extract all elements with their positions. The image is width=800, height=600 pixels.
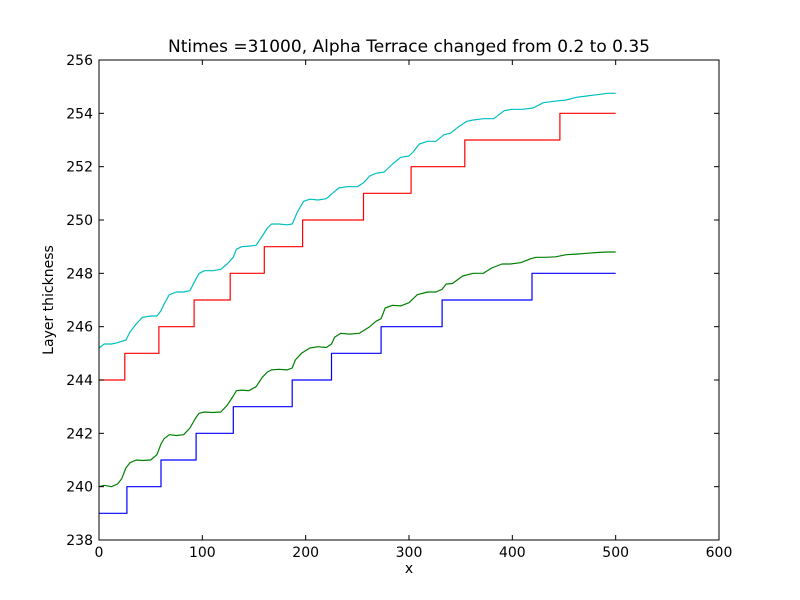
y-tick-label: 244 [66, 373, 93, 389]
y-tick-label: 250 [66, 213, 93, 229]
x-tick-label: 600 [706, 545, 733, 561]
y-tick-label: 254 [66, 106, 93, 122]
x-tick-label: 300 [396, 545, 423, 561]
y-tick-label: 246 [66, 320, 93, 336]
y-tick-label: 240 [66, 480, 93, 496]
series-line-4 [98, 92, 616, 349]
chart-title: Ntimes =31000, Alpha Terrace changed fro… [168, 37, 650, 57]
x-axis-label: x [405, 561, 413, 577]
x-tick-label: 400 [499, 545, 526, 561]
y-axis-label: Layer thickness [41, 245, 57, 355]
series-line-3 [99, 112, 616, 381]
y-tick-label: 248 [66, 266, 93, 282]
y-tick-label: 242 [66, 426, 93, 442]
y-tick-label: 238 [66, 533, 93, 549]
series-layer [98, 92, 616, 514]
y-tick-label: 252 [66, 160, 93, 176]
y-tick-label: 256 [66, 53, 93, 69]
x-tick-label: 200 [292, 545, 319, 561]
series-line-2 [98, 251, 616, 488]
series-line-1 [99, 272, 616, 514]
tick-layer: 0 100 200 300 400 500 600 238 240 242 244 246 248 250… [66, 53, 732, 561]
x-tick-label: 100 [189, 545, 216, 561]
x-tick-label: 500 [602, 545, 629, 561]
x-tick-label: 0 [95, 545, 104, 561]
plot-frame [98, 59, 720, 541]
